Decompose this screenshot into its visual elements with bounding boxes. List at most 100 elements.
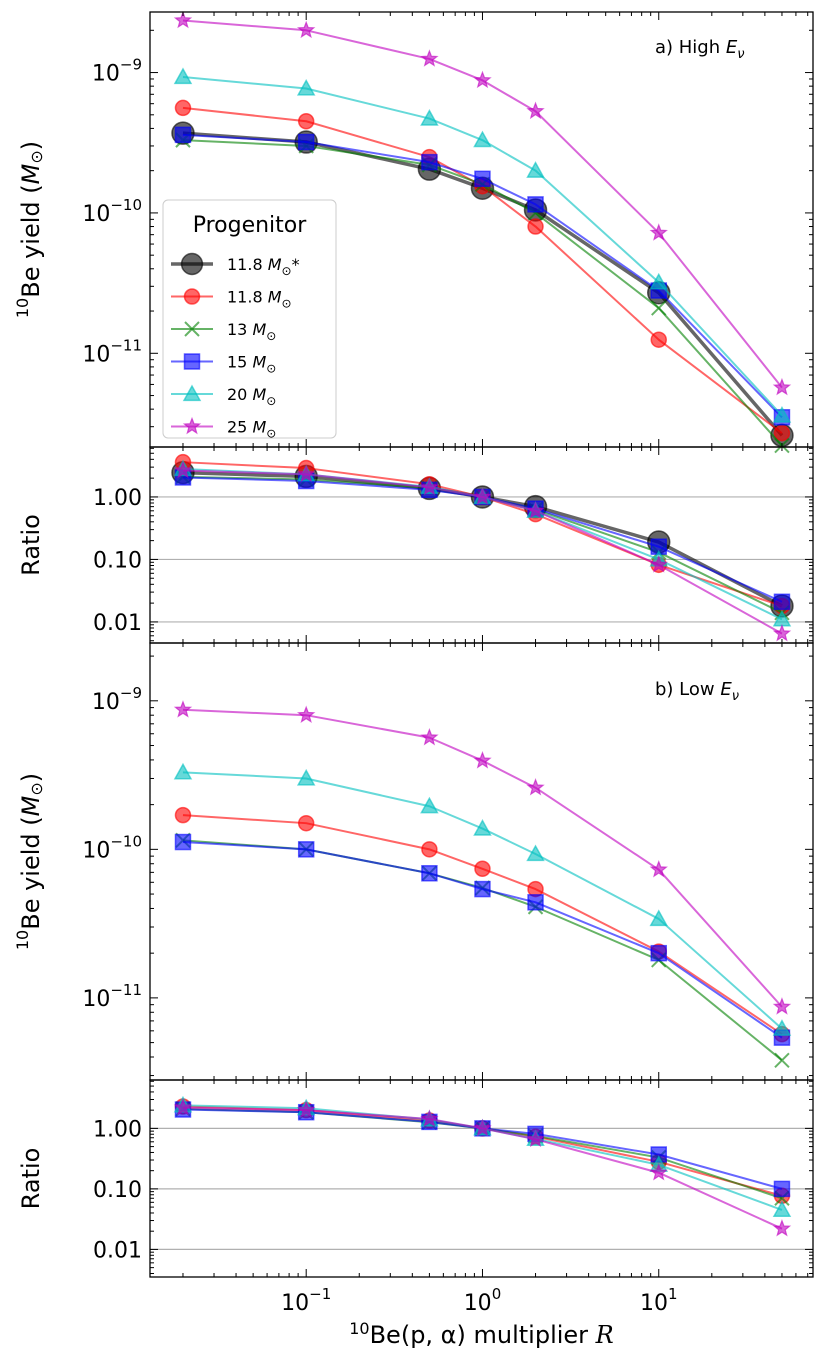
- data-point: [297, 112, 315, 130]
- data-point: [473, 751, 492, 769]
- data-point: [526, 1129, 545, 1148]
- series-group: [173, 700, 792, 1069]
- y-tick-label: 0.10: [93, 548, 142, 573]
- y-tick-label: 10−9: [92, 684, 142, 715]
- data-point: [296, 20, 316, 39]
- data-point: [526, 844, 545, 862]
- data-point: [772, 406, 792, 423]
- data-point: [527, 196, 544, 213]
- legend-marker: [183, 288, 201, 305]
- data-point: [527, 218, 544, 235]
- y-tick-label: 1.00: [93, 1117, 142, 1142]
- data-point: [420, 49, 439, 67]
- y-tick-label: 10−9: [92, 56, 142, 87]
- series-3: [174, 126, 791, 426]
- y-tick-label: 1.00: [93, 486, 142, 511]
- data-point: [773, 1180, 791, 1198]
- data-point: [650, 944, 667, 962]
- series-1: [174, 806, 791, 1043]
- y-axis-label: Ratio: [17, 1148, 45, 1210]
- data-point: [173, 10, 193, 29]
- data-point: [174, 126, 192, 144]
- y-tick-label: 10−10: [82, 832, 142, 863]
- y-tick-label: 0.10: [93, 1178, 142, 1203]
- series-3: [174, 1101, 791, 1198]
- panel-a-yield: 10−9 10−10 10−11 10Be yield (M⊙) a) High Eν: [13, 10, 814, 454]
- data-point: [773, 593, 791, 611]
- data-point: [420, 1109, 439, 1127]
- legend-entry: 20 M⊙: [171, 384, 276, 408]
- series-line: [182, 771, 783, 1030]
- legend-marker: [182, 384, 202, 402]
- series-5: [173, 700, 792, 1015]
- data-point: [420, 727, 439, 746]
- legend-label: 11.8 M⊙: [227, 288, 292, 311]
- data-point: [473, 70, 492, 89]
- data-point: [651, 300, 667, 316]
- legend-entry: 11.8 M⊙*: [171, 252, 300, 278]
- series-5: [173, 460, 792, 642]
- data-point: [649, 223, 668, 241]
- plot-frame: [149, 1079, 814, 1278]
- data-point: [649, 909, 669, 927]
- series-group: [173, 1095, 792, 1237]
- data-point: [774, 1052, 790, 1069]
- series-0: [171, 460, 794, 618]
- y-axis-label: 10Be yield (M⊙): [13, 773, 46, 950]
- x-tick-label: 101: [640, 1285, 678, 1316]
- y-tick-label: 0.01: [93, 1238, 142, 1263]
- data-point: [420, 796, 439, 814]
- data-point: [473, 130, 492, 148]
- legend-marker: [183, 353, 201, 370]
- data-point: [773, 424, 791, 442]
- legend-marker: [180, 252, 204, 276]
- legend-label: 20 M⊙: [227, 385, 276, 408]
- series-group: [171, 453, 794, 642]
- series-5: [173, 1097, 792, 1237]
- x-axis-title: 10Be(p, α) multiplier R: [349, 1319, 614, 1349]
- data-point: [174, 806, 192, 824]
- legend: Progenitor 11.8 M⊙* 11.8 M⊙ 13 M⊙ 15 M⊙ 20 M⊙…: [162, 199, 337, 441]
- series-4: [173, 67, 792, 423]
- y-tick-label: 10−11: [82, 336, 142, 367]
- legend-label: 15 M⊙: [227, 353, 276, 376]
- data-point: [173, 67, 193, 85]
- series-4: [173, 762, 792, 1036]
- legend-entry: 15 M⊙: [171, 353, 276, 376]
- data-point: [473, 487, 492, 505]
- data-point: [296, 768, 316, 786]
- data-point: [526, 101, 545, 120]
- series-4: [173, 1095, 792, 1218]
- data-point: [526, 161, 545, 178]
- panel-b-yield: 10−9 10−10 10−11 10Be yield (M⊙) b) Low Eν: [13, 642, 814, 1081]
- data-point: [296, 78, 316, 96]
- data-point: [421, 153, 438, 171]
- data-point: [649, 272, 669, 290]
- x-tick-label: 10−1: [281, 1285, 331, 1316]
- legend-box: [162, 199, 337, 439]
- data-point: [474, 880, 491, 898]
- data-point: [772, 1219, 792, 1237]
- data-point: [296, 1100, 316, 1118]
- legend-entry: 25 M⊙: [171, 416, 276, 441]
- data-point: [772, 997, 792, 1015]
- y-axis-label: Ratio: [17, 514, 45, 576]
- data-point: [421, 841, 438, 858]
- data-point: [526, 501, 545, 519]
- y-axis-label: 10Be yield (M⊙): [13, 141, 46, 318]
- series-group: [171, 10, 794, 454]
- data-point: [772, 623, 792, 642]
- data-point: [174, 99, 192, 117]
- y-tick-label: 10−10: [82, 196, 142, 227]
- data-point: [650, 331, 667, 348]
- legend-label: 25 M⊙: [227, 418, 276, 441]
- y-tick-label: 10−11: [82, 981, 142, 1012]
- legend-title: Progenitor: [193, 213, 308, 238]
- legend-label: 11.8 M⊙*: [227, 255, 300, 278]
- data-point: [420, 477, 439, 496]
- data-point: [296, 464, 316, 483]
- data-point: [526, 778, 545, 796]
- y-tick-label: 0.01: [93, 611, 142, 636]
